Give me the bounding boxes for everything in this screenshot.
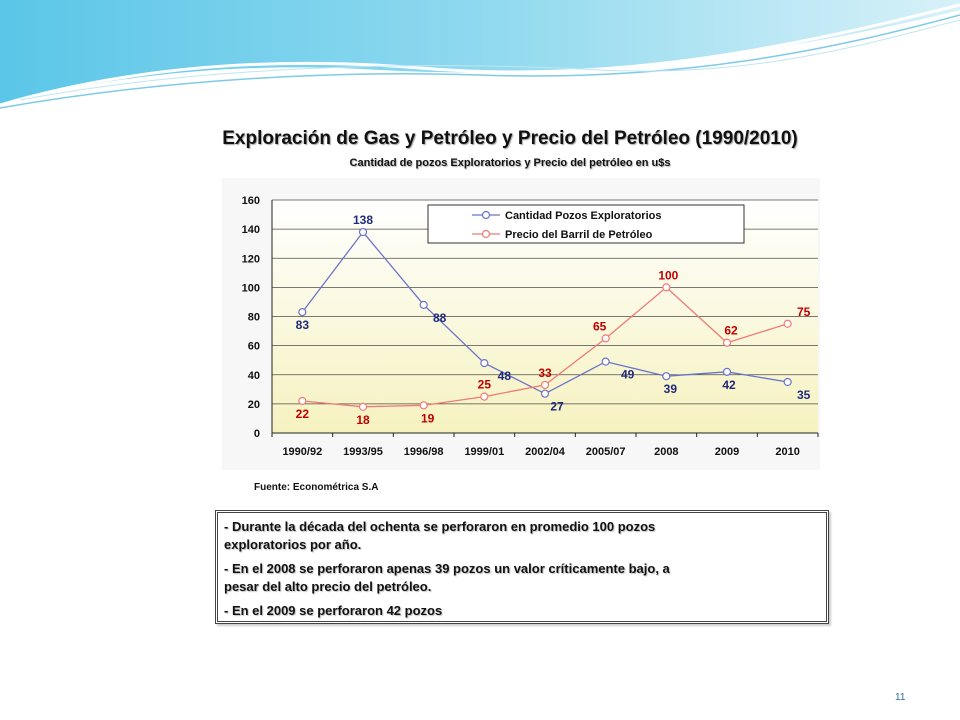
point-price xyxy=(480,392,489,401)
point-wells xyxy=(419,300,428,309)
note-1-line-1: - Durante la década del ochenta se perfo… xyxy=(224,519,656,534)
data-label-wells: 39 xyxy=(664,382,678,396)
chart-subtitle: Cantidad de pozos Exploratorios y Precio… xyxy=(349,157,671,169)
point-wells xyxy=(601,357,610,366)
data-label-wells: 83 xyxy=(296,318,310,332)
data-label-wells: 88 xyxy=(433,311,447,325)
point-price xyxy=(419,401,428,410)
legend-label-price: Precio del Barril de Petróleo xyxy=(505,229,653,241)
data-label-wells: 48 xyxy=(498,369,512,383)
y-tick-label: 0 xyxy=(254,428,260,440)
x-tick-label: 1999/01 xyxy=(464,446,504,458)
y-tick-label: 60 xyxy=(248,341,260,353)
data-label-price: 100 xyxy=(658,268,678,282)
point-wells xyxy=(540,389,550,398)
data-label-price: 19 xyxy=(421,411,435,425)
data-label-price: 33 xyxy=(538,366,552,380)
data-label-wells: 138 xyxy=(353,213,373,227)
point-wells xyxy=(722,367,732,376)
data-labels: 83 138 88 48 27 49 39 42 35 22 18 19 25 33 65 100 62 75 xyxy=(296,213,811,427)
page-number: 11 xyxy=(895,692,906,703)
legend-marker-wells xyxy=(481,210,491,220)
point-price xyxy=(358,402,368,411)
notes-box: - Durante la década del ochenta se perfo… xyxy=(215,510,829,624)
data-label-price: 18 xyxy=(356,413,370,427)
point-price xyxy=(662,283,671,292)
x-tick-label: 2002/04 xyxy=(525,446,566,458)
axes: 0 20 40 60 80 100 120 140 160 1990/92 1993/95 1996/… xyxy=(242,195,819,458)
x-tick-label: 2005/07 xyxy=(586,446,626,458)
line-chart: 0 20 40 60 80 100 120 140 160 1990/92 1993/95 1996/… xyxy=(241,195,819,458)
data-label-price: 22 xyxy=(296,407,310,421)
chart-legend: Cantidad Pozos Exploratorios Precio del … xyxy=(427,204,745,244)
point-wells xyxy=(298,308,307,317)
point-price xyxy=(540,380,550,390)
data-label-price: 75 xyxy=(797,305,811,319)
legend-label-wells: Cantidad Pozos Exploratorios xyxy=(505,210,661,222)
data-label-wells: 49 xyxy=(621,368,635,382)
point-wells xyxy=(783,377,792,387)
data-label-wells: 35 xyxy=(797,388,811,402)
x-tick-label: 2009 xyxy=(715,446,739,458)
point-price xyxy=(601,334,610,343)
note-2-line-2: pesar del alto precio del petróleo. xyxy=(224,579,432,594)
data-label-wells: 42 xyxy=(722,378,736,392)
y-tick-label: 160 xyxy=(242,195,260,207)
note-3: - En el 2009 se perforaron 42 pozos xyxy=(224,602,784,620)
note-2: - En el 2008 se perforaron apenas 39 poz… xyxy=(224,560,784,596)
x-tick-label: 1996/98 xyxy=(404,446,444,458)
y-tick-label: 120 xyxy=(242,253,260,265)
source-note: Fuente: Econométrica S.A xyxy=(254,482,379,493)
chart-title: Exploración de Gas y Petróleo y Precio d… xyxy=(222,128,798,149)
note-2-line-1: - En el 2008 se perforaron apenas 39 poz… xyxy=(224,561,670,576)
y-tick-label: 20 xyxy=(248,399,260,411)
header-wave-decoration xyxy=(0,0,960,109)
point-wells xyxy=(358,227,368,237)
data-label-price: 62 xyxy=(724,324,738,338)
point-price xyxy=(298,396,307,406)
point-price xyxy=(783,319,792,328)
y-tick-label: 80 xyxy=(248,312,260,324)
x-tick-label: 1990/92 xyxy=(282,446,322,458)
data-label-wells: 27 xyxy=(550,400,564,414)
point-price xyxy=(722,338,732,347)
note-1: - Durante la década del ochenta se perfo… xyxy=(224,518,784,554)
point-wells xyxy=(480,359,489,368)
data-label-price: 25 xyxy=(478,378,492,392)
x-tick-label: 1993/95 xyxy=(343,446,383,458)
note-1-line-2: exploratorios por año. xyxy=(224,537,362,552)
legend-marker-price xyxy=(481,229,491,239)
series xyxy=(298,227,792,411)
x-tick-label: 2008 xyxy=(654,446,678,458)
x-tick-label: 2010 xyxy=(775,446,799,458)
y-tick-label: 100 xyxy=(242,282,260,294)
point-wells xyxy=(662,372,671,381)
data-label-price: 65 xyxy=(593,319,607,333)
y-tick-label: 40 xyxy=(248,370,260,382)
y-tick-label: 140 xyxy=(242,224,260,236)
note-3-line-1: - En el 2009 se perforaron 42 pozos xyxy=(224,603,443,618)
